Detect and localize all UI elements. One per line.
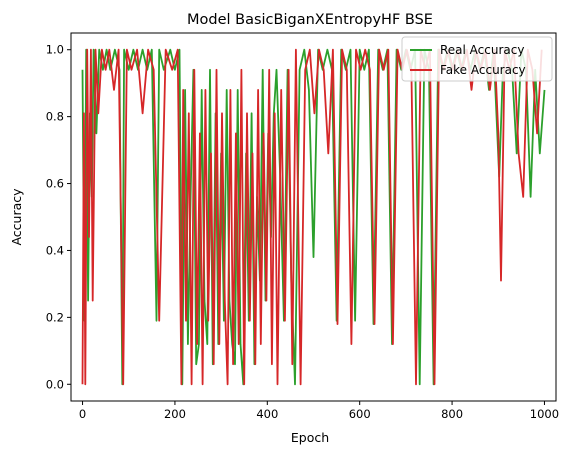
legend-label: Real Accuracy xyxy=(440,43,524,57)
legend-label: Fake Accuracy xyxy=(440,63,526,77)
y-tick-label: 0.8 xyxy=(46,110,64,124)
x-axis: 0 200 400 600 800 1000 xyxy=(79,401,559,421)
y-tick-label: 1.0 xyxy=(46,43,64,57)
y-tick-label: 0.6 xyxy=(46,177,64,191)
y-axis-label: Accuracy xyxy=(9,188,24,246)
plot-area xyxy=(81,48,546,386)
y-tick-label: 0.4 xyxy=(46,243,64,257)
x-axis-label: Epoch xyxy=(291,430,329,445)
y-axis: 0.0 0.2 0.4 0.6 0.8 1.0 xyxy=(46,43,71,391)
x-tick-label: 200 xyxy=(164,407,186,421)
plot-frame xyxy=(70,32,557,402)
legend-box xyxy=(401,36,553,82)
x-tick-label: 800 xyxy=(441,407,463,421)
legend: Real Accuracy Fake Accuracy xyxy=(401,36,553,82)
y-tick-label: 0.2 xyxy=(46,310,64,324)
x-tick-label: 1000 xyxy=(530,407,559,421)
y-tick-label: 0.0 xyxy=(46,377,64,391)
chart-title: Model BasicBiganXEntropyHF BSE xyxy=(187,12,433,28)
x-tick-label: 0 xyxy=(79,407,86,421)
x-tick-label: 600 xyxy=(349,407,371,421)
x-tick-label: 400 xyxy=(256,407,278,421)
